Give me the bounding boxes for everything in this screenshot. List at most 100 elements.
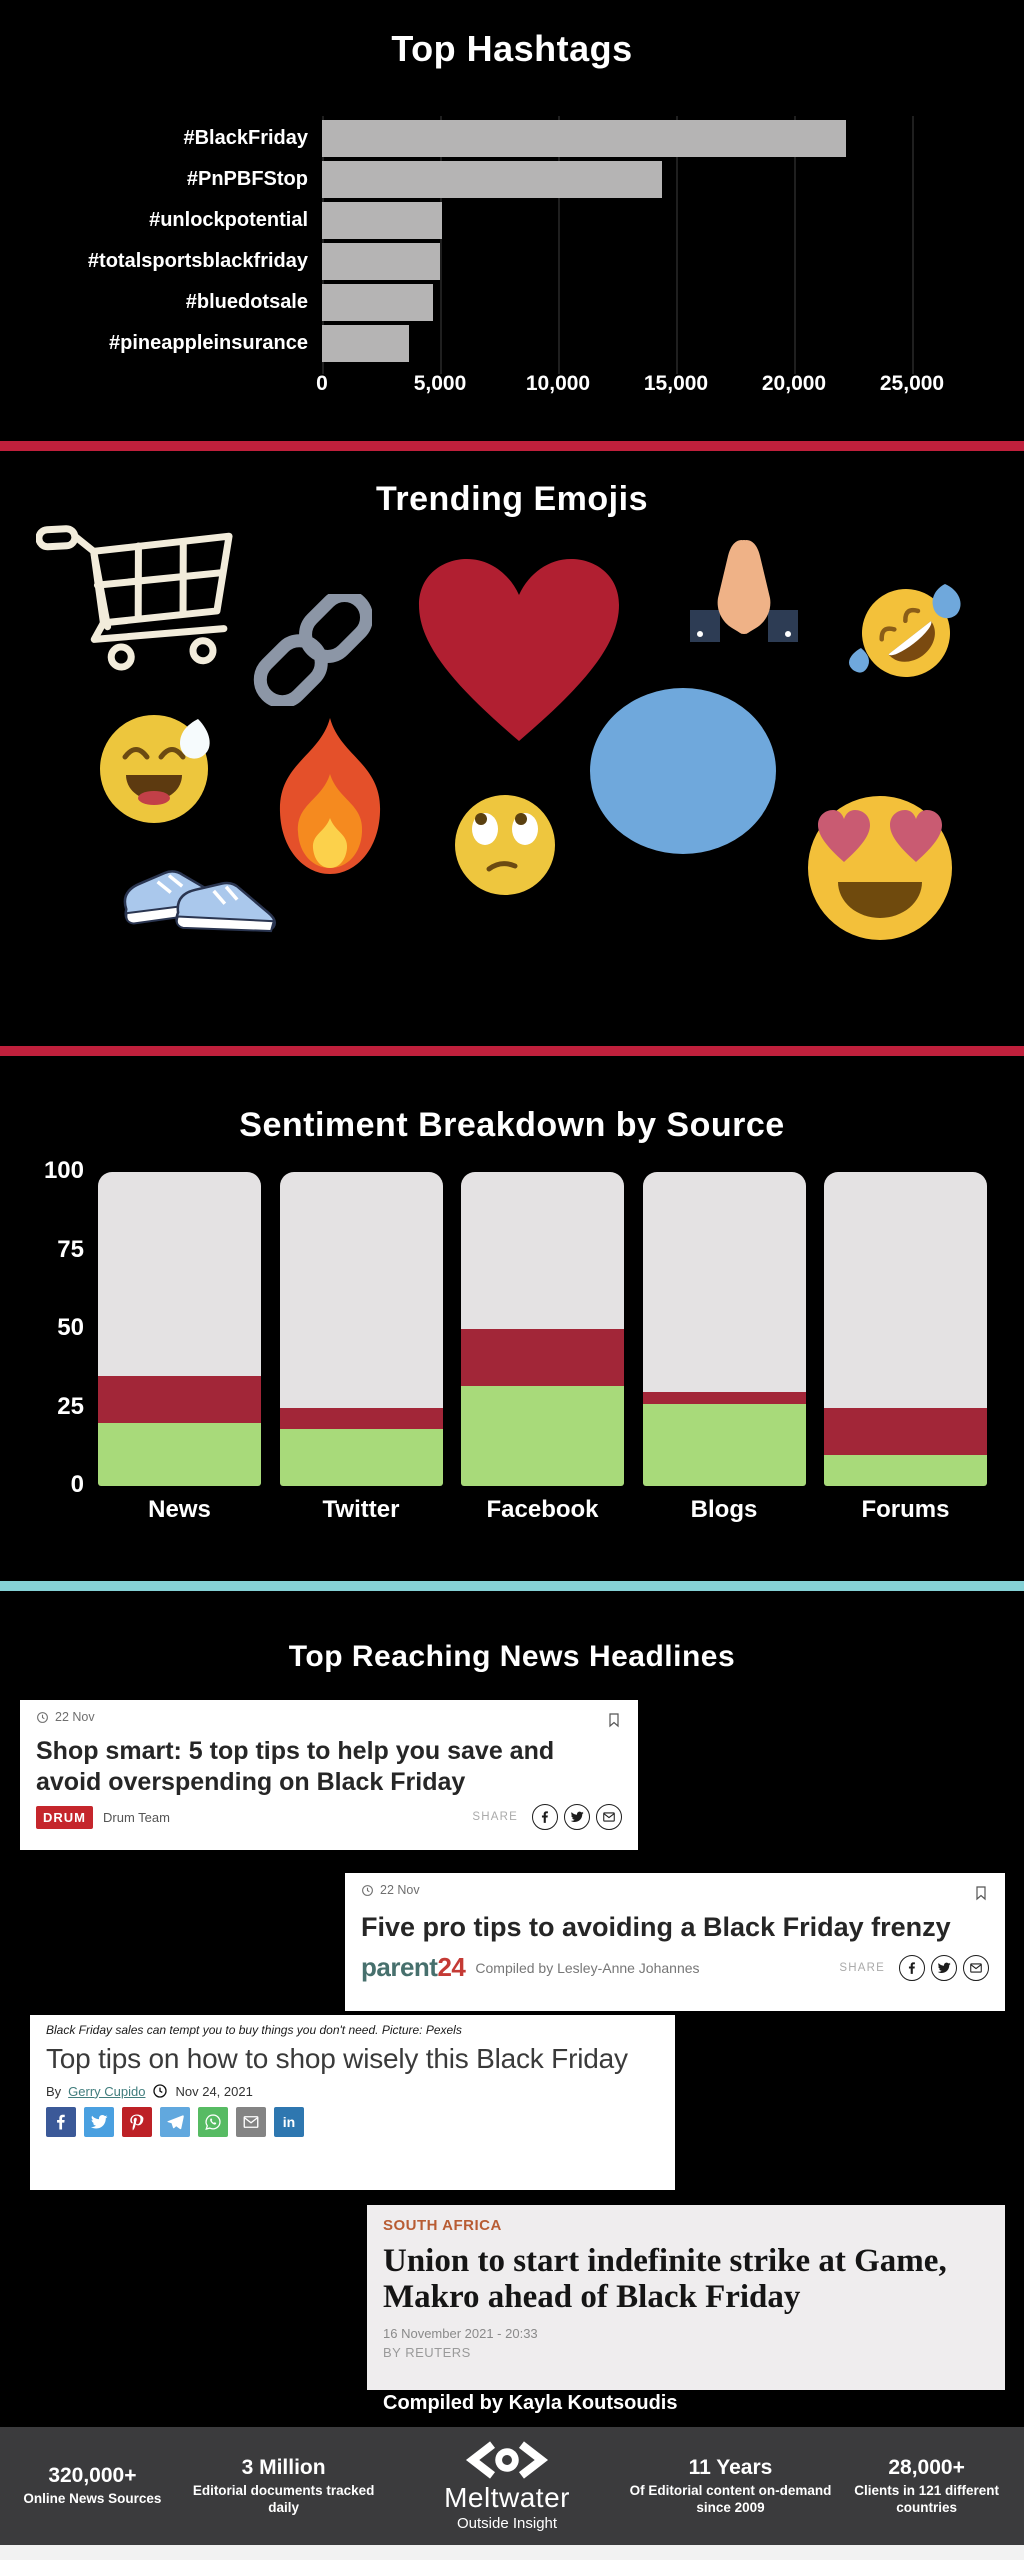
red-divider-top bbox=[0, 441, 1024, 451]
article-byline: BY REUTERS bbox=[383, 2344, 471, 2360]
source-label: Blogs bbox=[690, 1496, 758, 1523]
hashtag-bar bbox=[322, 325, 410, 362]
fire-emoji bbox=[266, 716, 394, 878]
compiled-by-credit: Compiled by Kayla Koutsoudis bbox=[383, 2392, 678, 2414]
article-headline[interactable]: Five pro tips to avoiding a Black Friday… bbox=[361, 1912, 951, 1942]
email-button[interactable] bbox=[236, 2107, 266, 2138]
clock-icon bbox=[37, 1711, 48, 1723]
twitter-button[interactable] bbox=[84, 2107, 114, 2138]
segment-negative bbox=[279, 1407, 443, 1430]
article-headline[interactable]: Top tips on how to shop wisely this Blac… bbox=[46, 2043, 628, 2074]
article-date: Nov 24, 2021 bbox=[175, 2083, 253, 2099]
article-date: 22 Nov bbox=[36, 1710, 95, 1724]
segment-neutral bbox=[461, 1172, 624, 1329]
hashtag-bar bbox=[322, 243, 440, 280]
hashtags-title: Top Hashtags bbox=[391, 28, 633, 69]
news-card-iol: Black Friday sales can tempt you to buy … bbox=[30, 2015, 675, 2190]
article-headline[interactable]: Shop smart: 5 top tips to help you save … bbox=[36, 1737, 555, 1796]
facebook-button[interactable] bbox=[46, 2107, 76, 2138]
email-share-icon[interactable] bbox=[596, 1804, 622, 1830]
segment-negative bbox=[642, 1391, 806, 1405]
sentiment-bar-blogs bbox=[642, 1172, 806, 1486]
sweat-smile-emoji bbox=[92, 703, 224, 827]
hashtag-bar bbox=[322, 284, 433, 321]
y-axis-tick: 75 bbox=[57, 1235, 84, 1263]
share-icons bbox=[526, 1804, 622, 1830]
news-card-parent24: 22 Nov Five pro tips to avoiding a Black… bbox=[345, 1873, 1005, 2011]
twitter-share-icon[interactable] bbox=[931, 1954, 957, 1981]
blue-circle-emoji bbox=[590, 688, 776, 854]
facebook-share-icon[interactable] bbox=[899, 1954, 925, 1981]
sentiment-bar-forums bbox=[824, 1172, 987, 1486]
bookmark-icon[interactable] bbox=[973, 1883, 989, 1903]
pinterest-button[interactable] bbox=[122, 2107, 152, 2138]
hashtag-label: #pineappleinsurance bbox=[109, 332, 308, 354]
parent24-logo: parent24 bbox=[361, 1952, 466, 1983]
x-axis-tick: 15,000 bbox=[643, 372, 709, 395]
section-kicker: SOUTH AFRICA bbox=[383, 2217, 502, 2234]
source-label: Facebook bbox=[486, 1496, 599, 1523]
y-axis-tick: 25 bbox=[57, 1392, 84, 1420]
article-date: 16 November 2021 - 20:33 bbox=[383, 2325, 538, 2341]
x-axis-tick: 10,000 bbox=[525, 372, 591, 395]
telegram-button[interactable] bbox=[160, 2107, 190, 2138]
segment-positive bbox=[642, 1404, 806, 1486]
facebook-share-icon[interactable] bbox=[532, 1804, 558, 1830]
running-shoes-emoji bbox=[116, 864, 296, 942]
segment-neutral bbox=[98, 1172, 261, 1377]
twitter-share-icon[interactable] bbox=[564, 1804, 590, 1830]
x-axis-tick: 25,000 bbox=[879, 372, 945, 395]
whatsapp-button[interactable] bbox=[198, 2107, 228, 2138]
hashtag-label: #BlackFriday bbox=[183, 127, 308, 149]
share-label: SHARE bbox=[839, 1961, 885, 1974]
bookmark-icon[interactable] bbox=[606, 1710, 622, 1730]
stat-news-sources: 320,000+ Online News Sources bbox=[23, 2464, 162, 2507]
brand-tagline: Outside Insight bbox=[457, 2514, 558, 2532]
gridline bbox=[794, 116, 796, 374]
x-axis-tick: 20,000 bbox=[761, 372, 827, 395]
segment-neutral bbox=[824, 1172, 987, 1408]
email-share-icon[interactable] bbox=[963, 1954, 989, 1981]
clock-icon bbox=[362, 1884, 373, 1896]
hashtag-label: #PnPBFStop bbox=[186, 168, 308, 190]
y-axis-tick: 50 bbox=[57, 1314, 84, 1341]
news-card-reuters: SOUTH AFRICA Union to start indefinite s… bbox=[367, 2205, 1005, 2390]
emojis-title: Trending Emojis bbox=[376, 480, 648, 518]
share-icons bbox=[893, 1954, 989, 1981]
meltwater-logo-icon bbox=[465, 2440, 549, 2479]
author-link[interactable]: Gerry Cupido bbox=[68, 2083, 146, 2099]
article-byline: Compiled by Lesley-Anne Johannes bbox=[475, 1959, 700, 1976]
segment-positive bbox=[461, 1385, 624, 1486]
red-divider-middle bbox=[0, 1046, 1024, 1056]
brand-name: Meltwater bbox=[444, 2481, 570, 2513]
sentiment-bar-facebook bbox=[461, 1172, 624, 1486]
stat-years: 11 Years Of Editorial content on-demand … bbox=[629, 2455, 832, 2515]
segment-positive bbox=[824, 1454, 987, 1486]
gridline bbox=[676, 116, 678, 374]
article-headline[interactable]: Union to start indefinite strike at Game… bbox=[383, 2243, 947, 2316]
segment-neutral bbox=[642, 1172, 806, 1392]
photo-caption: Black Friday sales can tempt you to buy … bbox=[46, 2023, 462, 2037]
footer: 320,000+ Online News Sources 3 Million E… bbox=[0, 2427, 1024, 2545]
source-label: Twitter bbox=[322, 1496, 400, 1523]
linkedin-button[interactable]: in bbox=[274, 2107, 304, 2138]
sentiment-bar-news bbox=[98, 1172, 261, 1486]
headlines-title: Top Reaching News Headlines bbox=[288, 1640, 736, 1673]
gridline bbox=[558, 116, 560, 374]
gridline bbox=[912, 116, 914, 374]
bottom-strip bbox=[0, 2545, 1024, 2560]
share-label: SHARE bbox=[472, 1811, 518, 1823]
rofl-face-emoji bbox=[845, 578, 967, 688]
segment-positive bbox=[98, 1423, 261, 1486]
segment-negative bbox=[461, 1329, 624, 1386]
rolling-eyes-emoji bbox=[447, 791, 563, 899]
news-card-drum: 22 Nov Shop smart: 5 top tips to help yo… bbox=[20, 1700, 638, 1850]
article-date: 22 Nov bbox=[361, 1883, 420, 1897]
praying-hands-emoji bbox=[678, 536, 810, 658]
chain-link-emoji bbox=[252, 588, 374, 709]
hashtag-bar bbox=[322, 161, 662, 198]
stat-clients: 28,000+ Clients in 121 different countri… bbox=[854, 2455, 1000, 2515]
card3-social-row: in bbox=[46, 2107, 659, 2138]
byline-prefix: By bbox=[46, 2083, 62, 2099]
